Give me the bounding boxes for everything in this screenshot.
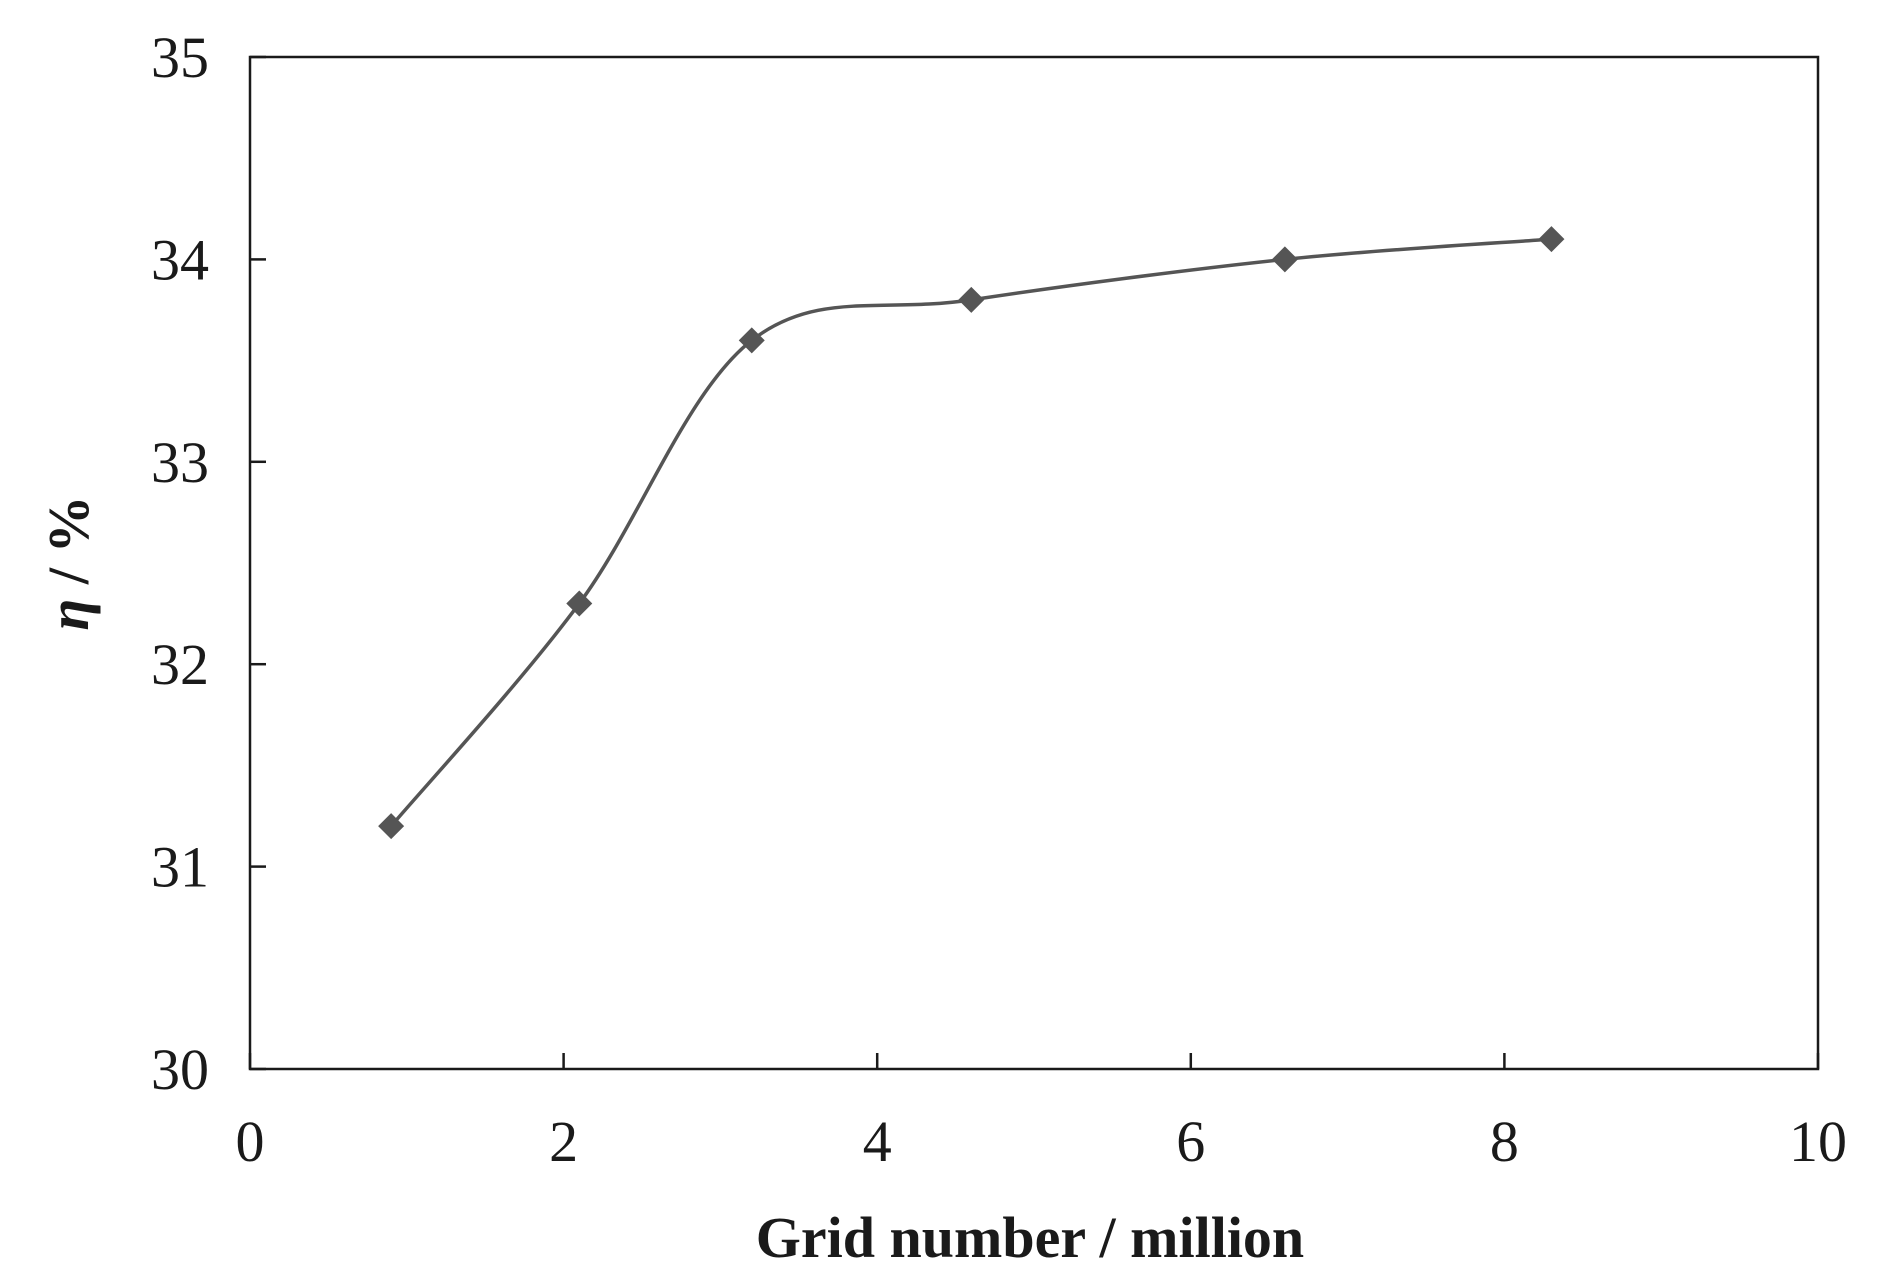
x-tick-label: 0 [236,1109,265,1174]
x-tick-label: 8 [1490,1109,1519,1174]
y-axis-ticks [250,55,266,1071]
x-tick-label: 6 [1176,1109,1205,1174]
x-tick-label: 4 [863,1109,892,1174]
y-tick-label: 30 [151,1037,209,1102]
series-markers [378,226,1565,840]
y-tick-label: 32 [151,632,209,697]
x-tick-label: 2 [549,1109,578,1174]
data-point-marker [738,327,765,354]
y-tick-label: 31 [151,835,209,900]
series-line [389,237,1552,828]
data-point-marker [1271,246,1298,273]
data-point-marker [566,590,593,617]
x-axis-title: Grid number / million [756,1205,1304,1270]
data-point-marker [958,286,985,313]
y-tick-label: 35 [151,25,209,90]
y-axis-title-symbol: η [36,599,101,631]
data-point-marker [1538,226,1565,253]
y-axis-title: η / % [36,496,101,631]
y-axis-title-unit: / % [36,496,101,599]
y-tick-label: 33 [151,430,209,495]
x-axis-tick-labels: 0 2 4 6 8 10 [236,1109,1848,1174]
data-point-marker [378,813,405,840]
y-tick-label: 34 [151,227,209,292]
x-tick-label: 10 [1789,1109,1847,1174]
x-axis-ticks [248,1053,1820,1069]
plot-frame [248,55,1820,1071]
y-axis-tick-labels: 30 31 32 33 34 35 [151,25,209,1102]
